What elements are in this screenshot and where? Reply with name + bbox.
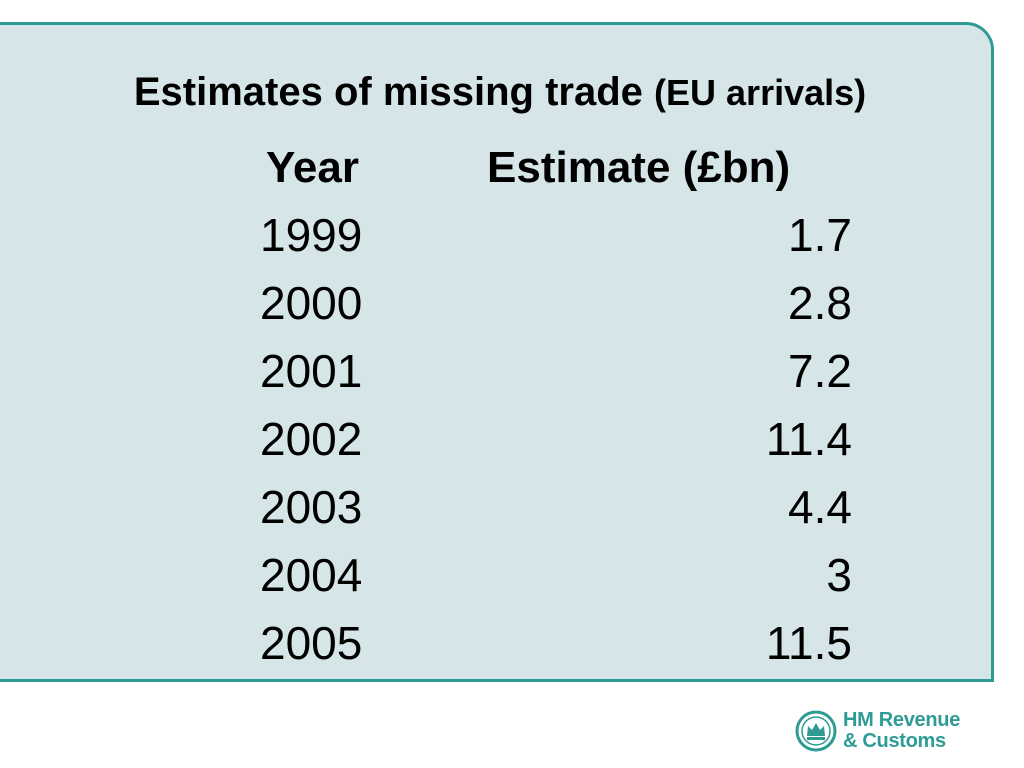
logo-line-2: & Customs [843, 730, 946, 752]
row-estimate-2000: 2.8 [788, 277, 852, 329]
hmrc-logo: HM Revenue & Customs [795, 708, 975, 756]
header-year: Year [266, 143, 359, 192]
row-estimate-2004: 3 [826, 549, 852, 601]
row-year-2000: 2000 [260, 277, 363, 329]
row-year-2004: 2004 [260, 549, 363, 601]
row-estimate-2001: 7.2 [788, 345, 852, 397]
logo-line-1: HM Revenue [843, 709, 961, 731]
crown-crest-icon [795, 710, 837, 752]
slide-title: Estimates of missing trade (EU arrivals) [0, 70, 1000, 115]
row-estimate-2003: 4.4 [788, 481, 852, 533]
row-year-2002: 2002 [260, 413, 363, 465]
content-panel [0, 22, 994, 682]
row-year-2005: 2005 [260, 617, 363, 669]
row-estimate-2005: 11.5 [765, 617, 852, 669]
logo-wordmark: HM Revenue & Customs [843, 710, 960, 752]
title-sub: (EU arrivals) [654, 72, 867, 113]
title-main: Estimates of missing trade [133, 70, 643, 114]
row-estimate-1999: 1.7 [788, 209, 852, 261]
row-year-2003: 2003 [260, 481, 363, 533]
row-year-1999: 1999 [260, 209, 363, 261]
header-estimate: Estimate (£bn) [487, 143, 791, 192]
row-year-2001: 2001 [260, 345, 363, 397]
row-estimate-2002: 11.4 [765, 413, 852, 465]
